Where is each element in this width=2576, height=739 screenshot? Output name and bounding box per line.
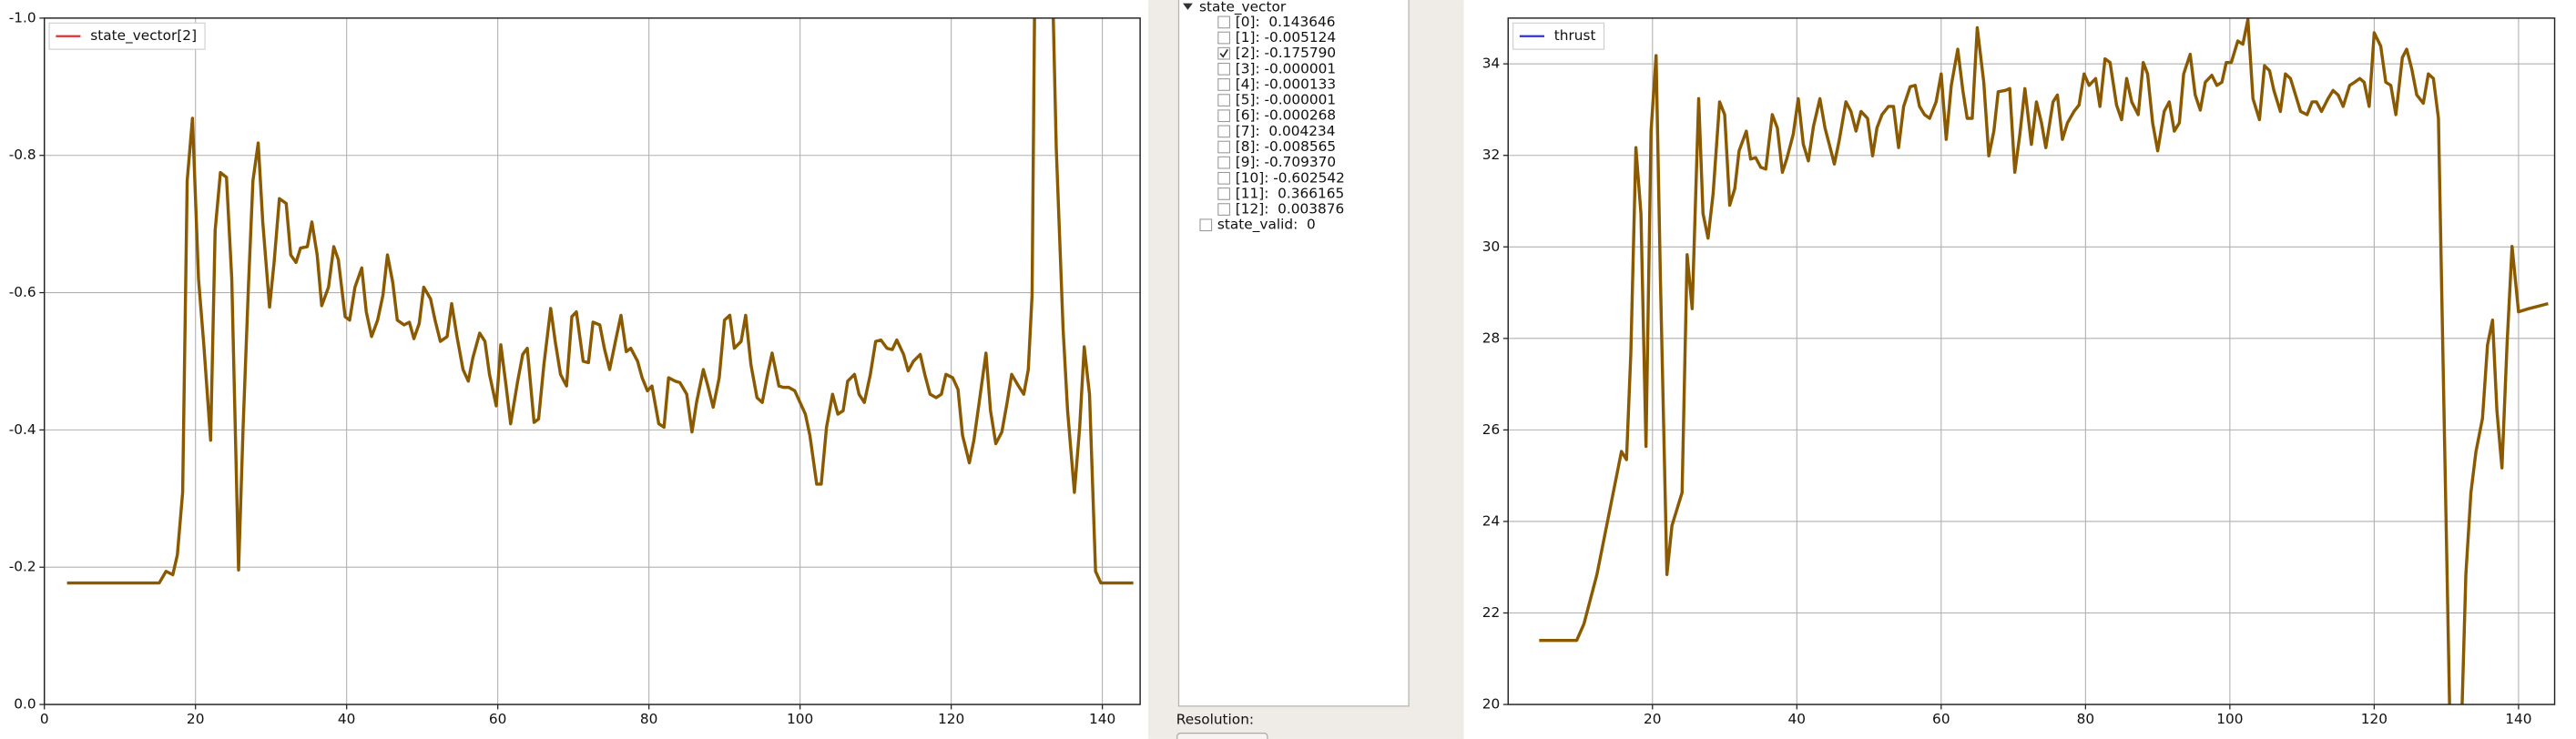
x-tick-label: 100 (2216, 711, 2243, 727)
line-series (66, 17, 1134, 585)
x-tick-label: 0 (40, 711, 49, 727)
x-tick-label: 40 (1788, 711, 1807, 727)
legend-label: thrust (1554, 27, 1596, 44)
item-label: [2]: -0.175790 (1236, 45, 1336, 61)
x-tick-label: 120 (2361, 711, 2388, 727)
x-tick-label: 80 (2077, 711, 2095, 727)
x-tick-label: 60 (489, 711, 507, 727)
y-tick-label: -0.2 (9, 559, 36, 575)
item-label: [3]: -0.000001 (1236, 60, 1336, 76)
plot-frame (1507, 17, 2556, 705)
valid-checkbox[interactable] (1199, 218, 1213, 232)
y-tick-label: -1.0 (9, 9, 36, 25)
item-checkbox[interactable] (1217, 78, 1230, 91)
item-label: [10]: -0.602542 (1236, 169, 1345, 186)
y-tick-label: 24 (1482, 512, 1501, 529)
item-label: [6]: -0.000268 (1236, 107, 1336, 124)
y-tick-label: 20 (1482, 696, 1501, 713)
item-checkbox[interactable] (1217, 46, 1230, 60)
x-tick-label: 80 (640, 711, 658, 727)
x-tick-label: 60 (1932, 711, 1950, 727)
y-tick-label: 32 (1482, 147, 1501, 163)
x-tick-label: 20 (187, 711, 205, 727)
item-label: [9]: -0.709370 (1236, 154, 1336, 170)
y-tick-label: 28 (1482, 329, 1501, 346)
item-checkbox[interactable] (1217, 15, 1230, 29)
item-checkbox[interactable] (1217, 62, 1230, 76)
item-checkbox[interactable] (1217, 125, 1230, 138)
legend-label: state_vector[2] (90, 27, 197, 45)
resolution-label: Resolution: (1176, 712, 1254, 728)
tree-group: state_vector (1199, 0, 1287, 16)
line-series (1539, 17, 2549, 705)
y-tick-label: -0.8 (9, 147, 36, 163)
item-checkbox[interactable] (1217, 203, 1230, 216)
item-checkbox[interactable] (1217, 171, 1230, 185)
valid-label: state_valid: 0 (1217, 217, 1316, 234)
item-label: [12]: 0.003876 (1236, 201, 1345, 218)
check-mark (1219, 48, 1228, 58)
x-tick-label: 40 (338, 711, 356, 727)
resolution-control[interactable] (1176, 733, 1268, 739)
item-checkbox[interactable] (1217, 94, 1230, 106)
y-tick-label: 34 (1482, 56, 1501, 72)
x-tick-label: 140 (1089, 711, 1115, 727)
item-checkbox[interactable] (1217, 109, 1230, 123)
item-checkbox[interactable] (1217, 31, 1230, 45)
y-tick-label: -0.6 (9, 284, 36, 300)
x-tick-label: 100 (787, 711, 813, 727)
y-tick-label: 22 (1482, 604, 1501, 621)
legend: state_vector[2] (48, 22, 206, 50)
item-checkbox[interactable] (1217, 187, 1230, 200)
tree-view (1177, 0, 1410, 707)
item-label: [8]: -0.008565 (1236, 138, 1336, 155)
item-label: [0]: 0.143646 (1236, 14, 1336, 30)
x-tick-label: 120 (938, 711, 964, 727)
legend: thrust (1512, 22, 1605, 50)
y-tick-label: 30 (1482, 238, 1501, 255)
x-tick-label: 140 (2505, 711, 2531, 727)
item-label: [4]: -0.000133 (1236, 76, 1336, 92)
plot-frame (43, 17, 1141, 705)
y-tick-label: 26 (1482, 421, 1501, 438)
expand-arrow[interactable] (1183, 3, 1193, 10)
item-label: [5]: -0.000001 (1236, 92, 1336, 108)
item-label: [1]: -0.005124 (1236, 29, 1336, 46)
x-tick-label: 20 (1644, 711, 1662, 727)
item-checkbox[interactable] (1217, 140, 1230, 154)
item-checkbox[interactable] (1217, 156, 1230, 169)
item-label: [11]: 0.366165 (1236, 185, 1345, 201)
y-tick-label: -0.4 (9, 421, 36, 438)
y-tick-label: 0.0 (14, 696, 36, 713)
item-label: [7]: 0.004234 (1236, 123, 1336, 139)
